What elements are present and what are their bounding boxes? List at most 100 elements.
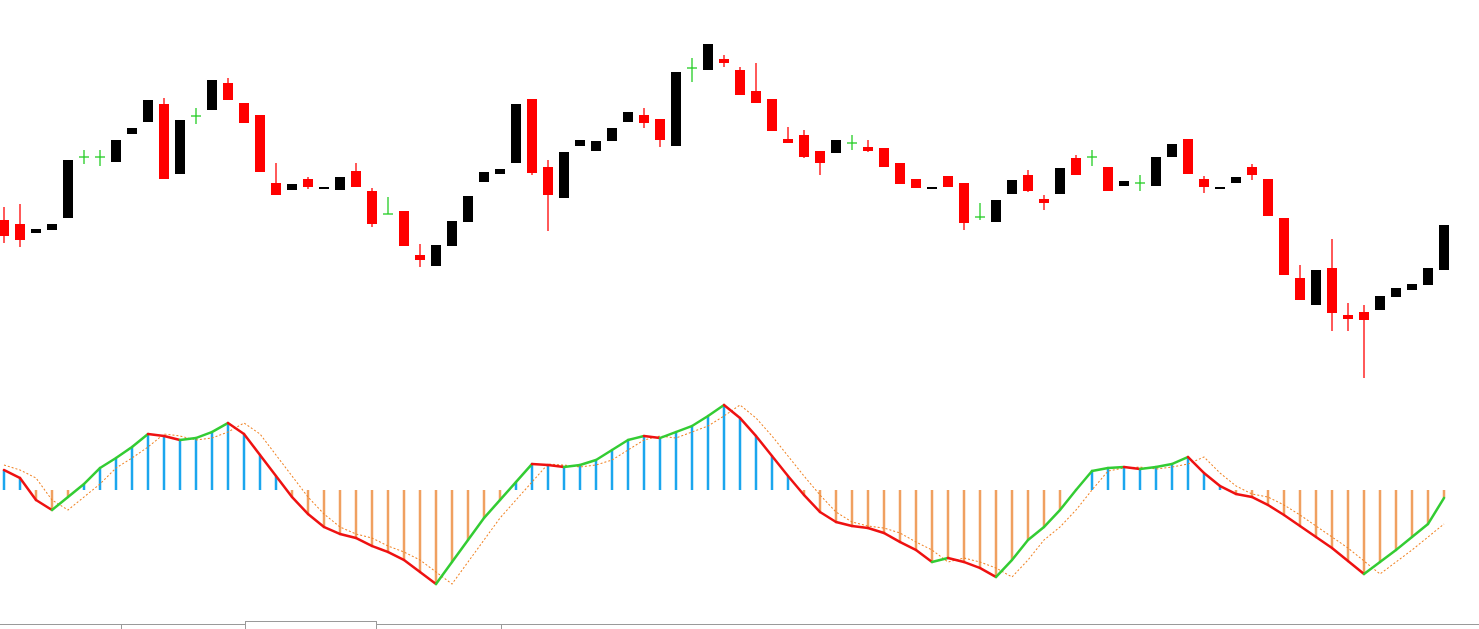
candle-body (1007, 180, 1017, 194)
main-line-segment (1138, 465, 1158, 471)
main-line-segment (706, 403, 726, 418)
main-line-segment (98, 456, 118, 470)
candle-body (1375, 296, 1385, 310)
candle-body (47, 224, 57, 230)
candle-body (1343, 315, 1353, 319)
main-line-segment (850, 524, 870, 530)
main-line-segment (1042, 508, 1062, 529)
candle-body (1407, 284, 1417, 290)
main-line-segment (834, 520, 854, 528)
main-line-segment (402, 558, 422, 574)
candle-body (479, 172, 489, 182)
candle-body (271, 183, 281, 195)
candle-body (1423, 268, 1433, 285)
candle-body (911, 179, 921, 188)
main-line-segment (994, 558, 1014, 579)
main-line-segment (1250, 495, 1270, 507)
candle-body (1199, 179, 1209, 187)
candle-body (447, 221, 457, 246)
main-line-segment (738, 416, 758, 438)
main-line-segment (786, 474, 806, 497)
main-line-segment (114, 445, 134, 460)
main-line-segment (1170, 455, 1190, 466)
main-line-segment (514, 462, 534, 484)
candle-body (639, 115, 649, 123)
main-line-segment (1090, 466, 1110, 473)
main-line-segment (1410, 522, 1430, 539)
candle-body (607, 128, 617, 141)
main-line-segment (754, 434, 774, 458)
main-line-segment (498, 480, 518, 502)
main-line-segment (466, 516, 486, 542)
candle-body (287, 184, 297, 190)
candle-body (543, 167, 553, 195)
main-line-segment (530, 462, 550, 467)
main-line-segment (210, 421, 230, 434)
candle-body (1247, 167, 1257, 175)
main-line-segment (802, 493, 822, 514)
main-line-segment (914, 548, 934, 564)
candle-body (1327, 268, 1337, 313)
main-line-segment (354, 536, 374, 548)
candle-body (463, 196, 473, 222)
candle-body (1071, 158, 1081, 175)
candle-body (1055, 168, 1065, 194)
candle-body (367, 191, 377, 224)
candle-body (319, 187, 329, 189)
candle-body (127, 128, 137, 134)
main-line-segment (146, 432, 166, 438)
candle-body (1023, 175, 1033, 191)
oscillator-panel (2, 403, 1446, 586)
main-line-segment (194, 430, 214, 440)
candle-body (399, 211, 409, 246)
candle-body (719, 59, 729, 63)
candle-body (1439, 225, 1449, 270)
main-line-segment (690, 414, 710, 428)
main-line-segment (946, 556, 966, 564)
main-line-segment (818, 510, 838, 524)
candle-body (991, 200, 1001, 222)
candle-body (207, 80, 217, 110)
tab-strip (0, 621, 1479, 629)
candle-body (623, 112, 633, 122)
candle-body (799, 135, 809, 157)
candle-body (175, 120, 185, 174)
signal-line (3, 404, 1445, 585)
main-line-segment (1298, 524, 1318, 539)
main-line-segment (1026, 525, 1046, 542)
main-line-segment (162, 434, 182, 442)
main-line-segment (290, 495, 310, 516)
main-line-segment (18, 476, 38, 502)
main-line-segment (1122, 465, 1142, 471)
candle-body (751, 91, 761, 103)
main-line-segment (274, 474, 294, 499)
candle-body (239, 103, 249, 123)
candle-body (1295, 278, 1305, 300)
candle-body (1183, 139, 1193, 174)
candle-body (335, 177, 345, 190)
candle-body (1151, 157, 1161, 186)
main-line-segment (578, 458, 598, 467)
main-line-segment (82, 466, 102, 486)
main-line-segment (178, 436, 198, 442)
main-line-segment (930, 556, 950, 564)
candle-body (1119, 181, 1129, 186)
candle-body (303, 179, 313, 187)
main-line-segment (978, 566, 998, 579)
candle-body (495, 169, 505, 174)
candle-body (735, 70, 745, 95)
main-line-segment (1282, 513, 1302, 528)
candle-body (1359, 312, 1369, 320)
main-line-segment (770, 454, 790, 478)
candle-body (783, 139, 793, 143)
main-line-segment (866, 526, 886, 535)
main-line-segment (1346, 559, 1366, 576)
candle-body (111, 140, 121, 162)
main-line-segment (594, 448, 614, 462)
main-line-segment (642, 434, 662, 440)
candle-body (879, 148, 889, 167)
main-line-segment (610, 438, 630, 452)
main-line-segment (1394, 535, 1414, 552)
